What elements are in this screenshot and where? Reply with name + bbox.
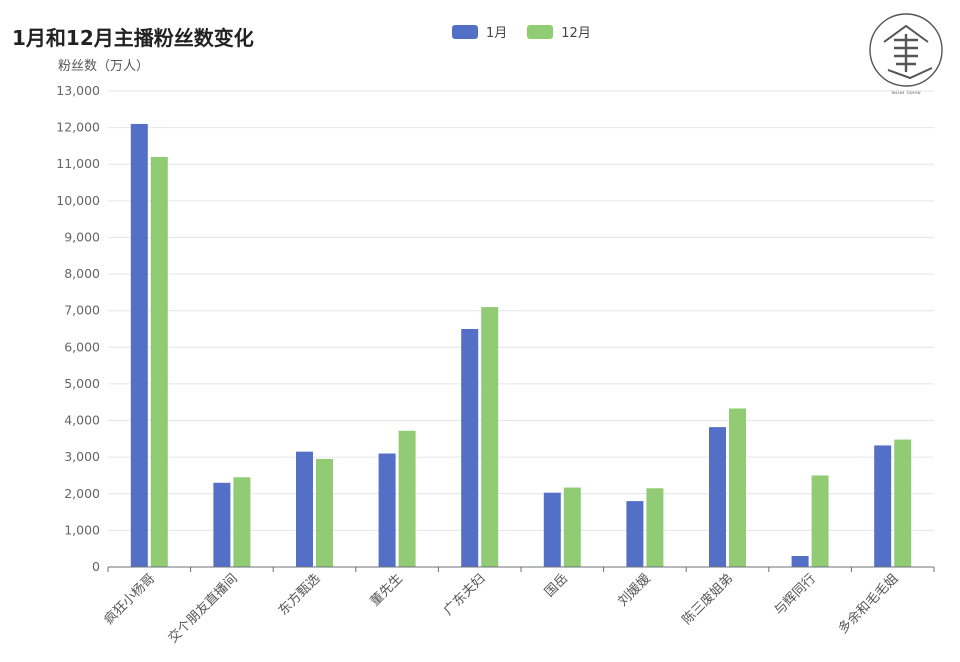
y-tick-label: 9,000: [64, 229, 100, 244]
bar-jan[interactable]: [213, 482, 231, 567]
y-tick-label: 5,000: [64, 376, 100, 391]
legend-swatch-dec: [527, 24, 554, 39]
legend-item-jan[interactable]: 1月: [452, 22, 507, 41]
y-tick-label: 12,000: [56, 120, 100, 135]
logo-text: letter home: [891, 90, 920, 96]
y-axis-title: 粉丝数（万人）: [58, 59, 149, 74]
x-tick-label: 疯狂小杨哥: [101, 571, 158, 628]
y-tick-label: 8,000: [64, 266, 100, 281]
legend-swatch-jan: [452, 24, 478, 39]
legend-label-dec: 12月: [561, 26, 591, 41]
y-tick-label: 4,000: [64, 413, 100, 428]
bar-dec[interactable]: [646, 488, 664, 567]
bar-jan[interactable]: [709, 427, 726, 567]
x-axis: [107, 566, 935, 572]
bar-dec[interactable]: [563, 487, 581, 567]
x-tick-label: 广东夫妇: [440, 571, 488, 619]
bar-jan[interactable]: [543, 492, 561, 567]
bar-jan[interactable]: [791, 556, 809, 567]
bar-dec[interactable]: [316, 458, 333, 567]
bar-jan[interactable]: [626, 501, 644, 567]
bar-dec[interactable]: [729, 408, 746, 567]
y-axis-ticks: 0 1,000 2,000 3,000 4,000 5,000 6,000 7,000 8,00…: [56, 83, 100, 574]
x-tick-label: 东方甄选: [275, 571, 323, 619]
chart-title: 1月和12月主播粉丝数变化: [12, 26, 254, 50]
x-tick-label: 陈三废姐弟: [679, 571, 736, 628]
bar-jan[interactable]: [461, 329, 479, 567]
legend-item-dec[interactable]: 12月: [527, 22, 591, 41]
x-axis-labels: 疯狂小杨哥 交个朋友直播间 东方甄选 董先生 广东夫妇 国岳 刘媛媛 陈三废姐弟 与辉同行 多余和…: [101, 571, 902, 647]
bars: [130, 123, 912, 567]
bar-dec[interactable]: [150, 156, 168, 567]
bar-dec[interactable]: [481, 307, 499, 567]
y-tick-label: 0: [92, 559, 100, 574]
y-tick-label: 3,000: [64, 449, 100, 464]
y-tick-label: 1,000: [64, 522, 100, 537]
bar-jan[interactable]: [296, 451, 313, 567]
x-tick-label: 国岳: [542, 571, 571, 600]
bar-jan[interactable]: [874, 445, 892, 567]
y-tick-label: 13,000: [56, 83, 100, 98]
x-tick-label: 与辉同行: [772, 571, 819, 618]
legend: 1月 12月: [452, 22, 611, 41]
book-house-logo-icon: letter home: [869, 13, 943, 96]
bar-dec[interactable]: [233, 477, 251, 567]
x-tick-label: 多余和毛毛姐: [835, 571, 901, 637]
y-tick-label: 7,000: [64, 303, 100, 318]
x-tick-label: 交个朋友直播间: [165, 571, 241, 647]
bar-dec[interactable]: [894, 439, 912, 567]
y-tick-label: 6,000: [64, 339, 100, 354]
bar-jan[interactable]: [378, 453, 396, 567]
y-tick-label: 10,000: [56, 193, 100, 208]
x-tick-label: 董先生: [368, 571, 406, 609]
x-tick-label: 刘媛媛: [616, 571, 654, 609]
y-tick-label: 11,000: [56, 156, 100, 171]
bar-dec[interactable]: [811, 475, 829, 567]
bar-jan[interactable]: [130, 123, 148, 567]
grid-lines: [108, 90, 934, 531]
legend-label-jan: 1月: [486, 26, 508, 41]
y-tick-label: 2,000: [64, 486, 100, 501]
bar-dec[interactable]: [398, 430, 416, 567]
